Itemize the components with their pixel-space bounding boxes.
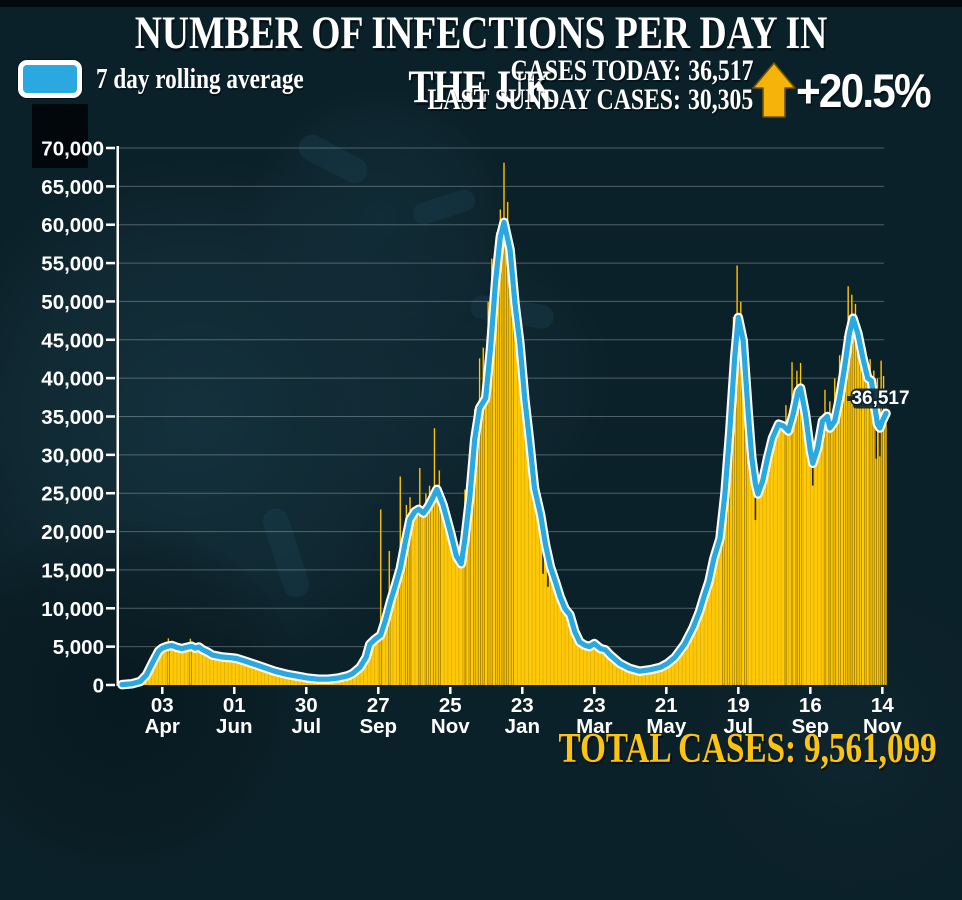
daily-spike-bar: [502, 162, 506, 686]
daily-spike-bar: [463, 489, 467, 686]
page-title-text: NUMBER OF INFECTIONS PER DAY IN THE UK: [134, 7, 828, 113]
legend-label-text: 7 day rolling average: [96, 62, 304, 95]
daily-spike-bar: [499, 209, 502, 686]
y-axis-label: 30,000: [41, 444, 104, 467]
daily-dip-gap: [811, 466, 814, 486]
x-axis-label: 30 Jul: [291, 694, 321, 738]
daily-spike-bar: [828, 400, 831, 686]
total-cases: TOTAL CASES: 9,561,099: [458, 725, 937, 773]
daily-dip-gap: [879, 431, 881, 457]
daily-spike-bar: [487, 301, 490, 686]
y-axis-label: 45,000: [41, 329, 104, 352]
daily-spike-bar: [854, 303, 857, 686]
daily-spike-bar: [418, 467, 421, 686]
stat-last-sunday-value: 30,305: [687, 83, 753, 116]
change-arrow: [751, 61, 797, 124]
legend: 7 day rolling average: [18, 60, 356, 98]
y-axis-label: 5,000: [53, 636, 104, 659]
stat-last-sunday-label: LAST SUNDAY CASES:: [427, 83, 681, 116]
total-cases-value: 9,561,099: [804, 726, 937, 772]
daily-spike-bar: [424, 492, 427, 686]
current-value-label: 36,517: [847, 387, 911, 411]
page-title: NUMBER OF INFECTIONS PER DAY IN THE UK: [0, 6, 962, 114]
y-axis-label: 60,000: [41, 214, 104, 237]
x-axis-label: 23 Mar: [576, 694, 612, 738]
stats-block: CASES TODAY: 36,517 LAST SUNDAY CASES: 30,…: [341, 54, 753, 116]
x-axis-label: 01 Jun: [216, 694, 252, 738]
daily-spike-bar: [859, 328, 862, 686]
daily-spike-bar: [880, 360, 883, 686]
y-axis-label: 40,000: [41, 368, 104, 391]
x-axis-label: 03 Apr: [145, 694, 180, 738]
x-axis-label: 25 Nov: [431, 694, 470, 738]
daily-spike-bar: [428, 485, 431, 686]
daily-spike-bar: [433, 427, 436, 686]
y-axis-label: 65,000: [41, 176, 104, 199]
current-value-text: 36,517: [851, 388, 909, 409]
daily-spike-bar: [506, 201, 509, 686]
y-axis-label: 70,000: [41, 138, 104, 161]
daily-spike-bar: [884, 404, 888, 686]
x-axis-label: 27 Sep: [359, 694, 397, 738]
x-axis-label: 21 May: [646, 694, 686, 738]
total-cases-label: TOTAL CASES:: [558, 726, 797, 772]
stat-cases-today-value: 36,517: [687, 54, 753, 87]
legend-label: 7 day rolling average: [96, 63, 356, 96]
daily-spike-bar: [490, 258, 493, 686]
stat-cases-today-label: CASES TODAY:: [510, 54, 681, 87]
y-axis-label: 35,000: [41, 406, 104, 429]
y-axis-label: 55,000: [41, 253, 104, 276]
legend-swatch-rolling-average: [18, 60, 82, 98]
change-percent: +20.5%: [796, 64, 932, 117]
daily-spike-bar: [478, 357, 481, 686]
y-axis: 0 5,000 10,000 15,000 20,000 25,000 30,000 35,0…: [41, 138, 119, 698]
y-axis-label: 20,000: [41, 521, 104, 544]
daily-spike-bar: [379, 509, 382, 686]
up-arrow-icon: [752, 62, 796, 118]
daily-spike-bar: [482, 347, 485, 686]
stat-cases-today: CASES TODAY: 36,517: [341, 54, 753, 87]
daily-dip-gap: [875, 419, 878, 459]
y-axis-label: 50,000: [41, 291, 104, 314]
daily-spike-bar: [784, 404, 788, 686]
y-axis-label: 25,000: [41, 483, 104, 506]
x-axis-label: 23 Jan: [505, 694, 540, 738]
y-axis-label: 15,000: [41, 559, 104, 582]
stat-last-sunday: LAST SUNDAY CASES: 30,305: [341, 83, 753, 116]
y-axis-label: 0: [93, 675, 104, 698]
y-axis-label: 10,000: [41, 598, 104, 621]
daily-dip-gap: [754, 487, 757, 521]
